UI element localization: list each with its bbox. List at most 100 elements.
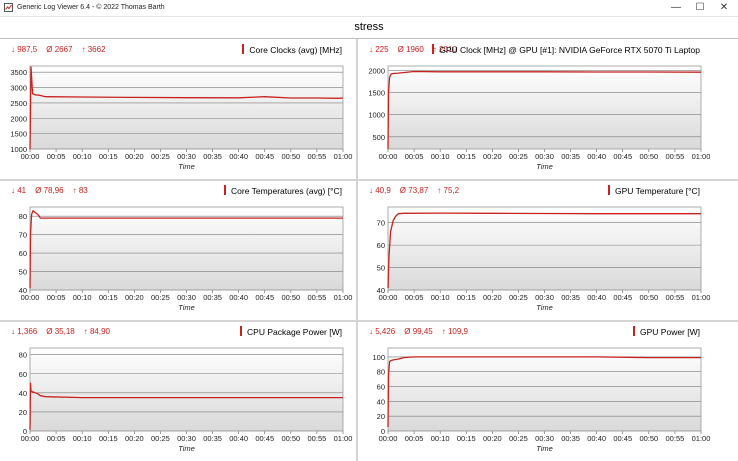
horizontal-splitter-1[interactable]	[0, 179, 738, 181]
x-tick-label: 00:15	[457, 152, 476, 161]
plot-area	[388, 66, 701, 149]
chart-panel-core-temperatures: ↓ 41 Ø 78,96 ↑ 83 Core Temperatures (avg) …	[0, 181, 354, 320]
avg-value: Ø 2667	[46, 45, 73, 54]
chart-title: GPU Temperature [°C]	[608, 185, 700, 196]
stats-line: ↓ 1,366 Ø 35,18 ↑ 84,90	[11, 327, 119, 336]
chart-plot: 40 50 60 70 80 00:00 00:05 00:10 00:15 00:20 00:25…	[19, 206, 352, 312]
x-tick-label: 00:40	[229, 434, 248, 443]
x-tick-label: 00:45	[255, 434, 274, 443]
x-tick-label: 00:25	[151, 293, 170, 302]
max-value: ↑ 109,9	[441, 327, 468, 336]
y-tick-label: 60	[377, 241, 385, 250]
chart-title-text: CPU Package Power [W]	[247, 327, 342, 337]
series-line	[29, 210, 343, 289]
close-button[interactable]: ✕	[719, 2, 729, 13]
x-tick-label: 00:30	[177, 434, 196, 443]
y-tick-label: 40	[377, 397, 385, 406]
y-tick-label: 500	[372, 133, 385, 142]
plot-area	[388, 348, 701, 431]
x-tick-label: 00:20	[125, 434, 144, 443]
x-axis-label: Time	[536, 444, 553, 453]
x-tick-label: 00:10	[73, 293, 92, 302]
x-tick-label: 00:40	[587, 293, 606, 302]
x-tick-label: 00:40	[587, 434, 606, 443]
chart-title: GPU Power [W]	[633, 326, 700, 337]
chart-title-text: Core Clocks (avg) [MHz]	[249, 45, 342, 55]
x-tick-label: 00:05	[47, 434, 66, 443]
x-tick-label: 00:00	[21, 434, 40, 443]
x-tick-label: 00:15	[99, 152, 118, 161]
x-tick-label: 00:05	[47, 152, 66, 161]
x-tick-label: 00:15	[99, 293, 118, 302]
x-tick-label: 00:45	[255, 152, 274, 161]
x-tick-label: 00:45	[613, 293, 632, 302]
chart-panel-gpu-power: ↓ 5,426 Ø 99,45 ↑ 109,9 GPU Power [W] 0 20 4…	[358, 322, 712, 461]
avg-value: Ø 99,45	[404, 327, 433, 336]
x-tick-label: 00:10	[431, 152, 450, 161]
x-tick-label: 00:25	[509, 152, 528, 161]
y-tick-label: 1500	[10, 130, 27, 139]
max-value: ↑ 3662	[81, 45, 106, 54]
y-tick-label: 40	[19, 389, 27, 398]
x-tick-label: 00:25	[509, 434, 528, 443]
vertical-splitter[interactable]	[356, 39, 358, 461]
plot-area	[30, 348, 343, 431]
x-tick-label: 00:45	[613, 152, 632, 161]
x-tick-label: 00:20	[125, 152, 144, 161]
x-tick-label: 01:00	[692, 293, 711, 302]
chart-title: CPU Package Power [W]	[240, 326, 342, 337]
x-tick-label: 00:10	[431, 434, 450, 443]
x-tick-label: 00:45	[255, 293, 274, 302]
chart-plot: 0 20 40 60 80 00:00 00:05 00:10 00:15 00:20 00:25 0…	[19, 347, 352, 453]
x-tick-label: 00:55	[308, 152, 327, 161]
horizontal-splitter-2[interactable]	[0, 320, 738, 322]
x-tick-label: 00:20	[483, 293, 502, 302]
x-tick-label: 00:55	[666, 434, 685, 443]
y-tick-label: 3500	[10, 68, 27, 77]
y-tick-label: 60	[377, 383, 385, 392]
stats-line: ↓ 987,5 Ø 2667 ↑ 3662	[11, 45, 115, 54]
x-tick-label: 00:10	[73, 152, 92, 161]
y-tick-label: 40	[377, 286, 385, 295]
series-line	[387, 212, 701, 289]
x-tick-label: 00:35	[561, 434, 580, 443]
y-tick-label: 2500	[10, 99, 27, 108]
min-value: ↓ 41	[11, 186, 27, 195]
x-tick-label: 00:10	[431, 293, 450, 302]
x-tick-label: 00:30	[535, 434, 554, 443]
max-value: ↑ 84,90	[83, 327, 110, 336]
x-tick-label: 00:25	[509, 293, 528, 302]
series-color-swatch	[240, 326, 243, 336]
plot-area	[388, 207, 701, 290]
chart-plot: 0 20 40 60 80 100 00:00 00:05 00:10 00:15 00:20 00:…	[372, 347, 710, 453]
x-tick-label: 00:20	[483, 152, 502, 161]
x-axis-label: Time	[178, 444, 195, 453]
x-axis-label: Time	[536, 162, 553, 171]
max-value: ↑ 75,2	[437, 186, 460, 195]
chart-title-text: GPU Power [W]	[640, 327, 700, 337]
plot-border	[387, 206, 702, 291]
x-tick-label: 00:40	[229, 293, 248, 302]
y-tick-label: 2000	[368, 66, 385, 75]
x-tick-label: 00:15	[457, 434, 476, 443]
x-tick-label: 01:00	[334, 152, 353, 161]
y-tick-label: 70	[377, 219, 385, 228]
chart-panel-gpu-clock: ↓ 225 Ø 1960 ↑ 2010 GPU Clock [MHz] @ GPU …	[358, 40, 712, 179]
x-tick-label: 00:35	[203, 434, 222, 443]
y-tick-label: 60	[19, 370, 27, 379]
x-tick-label: 00:20	[483, 434, 502, 443]
chart-panel-core-clocks: ↓ 987,5 Ø 2667 ↑ 3662 Core Clocks (avg) [M…	[0, 40, 354, 179]
x-tick-label: 00:05	[47, 293, 66, 302]
chart-title: Core Clocks (avg) [MHz]	[242, 44, 342, 55]
window-title: Generic Log Viewer 6.4 - © 2022 Thomas B…	[17, 4, 165, 11]
x-tick-label: 00:55	[308, 293, 327, 302]
x-tick-label: 00:35	[203, 293, 222, 302]
y-tick-label: 80	[19, 212, 27, 221]
maximize-button[interactable]: ☐	[695, 2, 705, 13]
x-tick-label: 00:50	[639, 293, 658, 302]
series-color-swatch	[608, 185, 611, 195]
minimize-button[interactable]: —	[671, 2, 681, 13]
x-tick-label: 00:00	[379, 152, 398, 161]
plot-area	[30, 66, 343, 149]
x-tick-label: 00:30	[535, 152, 554, 161]
